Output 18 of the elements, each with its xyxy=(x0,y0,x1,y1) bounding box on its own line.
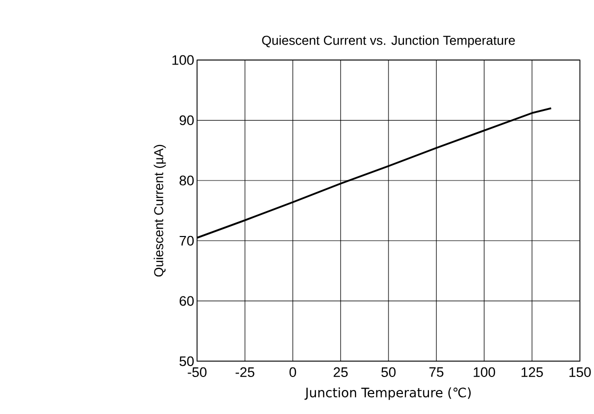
x-tick-label: 50 xyxy=(381,367,396,377)
x-axis-title: Junction Temperature (℃) xyxy=(304,387,471,400)
y-tick-label: 60 xyxy=(180,296,194,306)
y-tick-label: 80 xyxy=(180,176,194,186)
x-tick-label: 75 xyxy=(429,367,444,377)
x-tick-label: 100 xyxy=(474,367,496,377)
x-tick-label: -25 xyxy=(236,367,254,377)
y-tick-label: 50 xyxy=(180,356,194,366)
x-tick-label: -50 xyxy=(188,367,207,377)
x-tick-label: 0 xyxy=(290,367,296,377)
x-tick-label: 125 xyxy=(522,367,543,377)
y-tick-label: 90 xyxy=(180,115,194,126)
y-tick-label: 70 xyxy=(180,236,194,246)
x-tick-label: 25 xyxy=(334,367,348,377)
x-tick-label: 150 xyxy=(569,367,591,377)
y-axis-title: Quiescent Current (µA) xyxy=(154,144,166,276)
chart-title: Quiescent Current vs. Junction Temperature xyxy=(262,35,515,48)
y-tick-label: 100 xyxy=(172,55,194,65)
